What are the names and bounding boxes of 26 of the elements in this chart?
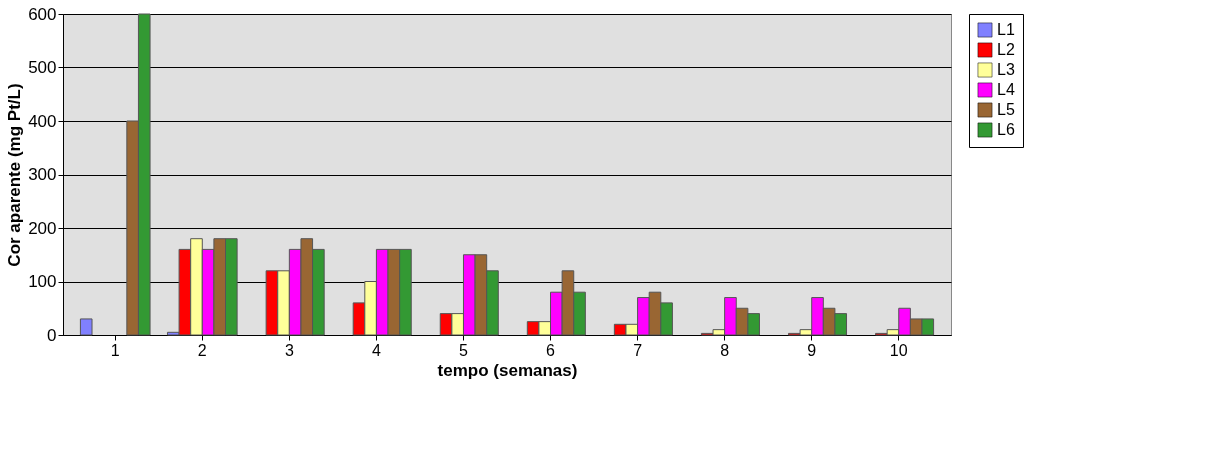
x-tick-label: 9	[807, 341, 817, 359]
y-tick-label: 100	[28, 272, 57, 291]
y-axis-title: Cor aparente (mg Pt/L)	[5, 83, 25, 267]
legend-label: L1	[997, 21, 1015, 38]
x-tick-label: 7	[633, 341, 643, 359]
x-tick-label: 1	[110, 341, 120, 359]
x-tick-label: 3	[284, 341, 294, 359]
legend-label: L5	[997, 101, 1015, 118]
y-tick-label: 500	[28, 58, 57, 77]
legend-label: L3	[997, 61, 1015, 78]
x-tick-label: 6	[546, 341, 556, 359]
x-axis-title: tempo (semanas)	[437, 360, 578, 380]
bar	[79, 318, 93, 336]
x-tick-label: 2	[197, 341, 207, 359]
y-tick-label: 600	[28, 4, 57, 24]
y-tick-label: 0	[47, 325, 57, 345]
legend-label: L6	[997, 121, 1015, 138]
legend-label: L2	[997, 41, 1015, 58]
x-tick-label: 5	[459, 341, 469, 359]
x-tick-label: 8	[720, 341, 730, 359]
x-tick-label: 10	[889, 341, 908, 359]
legend-label: L4	[997, 81, 1015, 98]
y-tick-label: 300	[28, 165, 57, 184]
x-tick-label: 4	[371, 341, 381, 359]
y-tick-label: 200	[28, 218, 57, 238]
y-tick-label: 400	[28, 111, 57, 131]
